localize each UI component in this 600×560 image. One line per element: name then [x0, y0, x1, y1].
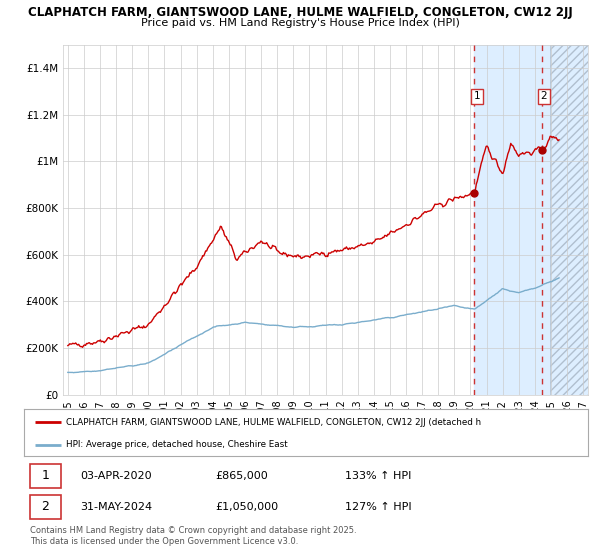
- Text: 133% ↑ HPI: 133% ↑ HPI: [346, 471, 412, 481]
- Text: CLAPHATCH FARM, GIANTSWOOD LANE, HULME WALFIELD, CONGLETON, CW12 2JJ (detached h: CLAPHATCH FARM, GIANTSWOOD LANE, HULME W…: [66, 418, 481, 427]
- Text: 31-MAY-2024: 31-MAY-2024: [80, 502, 152, 512]
- Text: 1: 1: [41, 469, 49, 483]
- Text: £1,050,000: £1,050,000: [216, 502, 279, 512]
- Text: 1: 1: [473, 91, 480, 101]
- Text: £865,000: £865,000: [216, 471, 269, 481]
- Text: Price paid vs. HM Land Registry's House Price Index (HPI): Price paid vs. HM Land Registry's House …: [140, 18, 460, 28]
- FancyBboxPatch shape: [29, 494, 61, 519]
- Text: 2: 2: [41, 500, 49, 514]
- Text: 2: 2: [541, 91, 547, 101]
- FancyBboxPatch shape: [29, 464, 61, 488]
- Bar: [475, 45, 550, 395]
- Text: HPI: Average price, detached house, Cheshire East: HPI: Average price, detached house, Ches…: [66, 440, 288, 449]
- Text: CLAPHATCH FARM, GIANTSWOOD LANE, HULME WALFIELD, CONGLETON, CW12 2JJ: CLAPHATCH FARM, GIANTSWOOD LANE, HULME W…: [28, 6, 572, 18]
- Text: 127% ↑ HPI: 127% ↑ HPI: [346, 502, 412, 512]
- Text: Contains HM Land Registry data © Crown copyright and database right 2025.
This d: Contains HM Land Registry data © Crown c…: [30, 526, 356, 546]
- Text: 03-APR-2020: 03-APR-2020: [80, 471, 152, 481]
